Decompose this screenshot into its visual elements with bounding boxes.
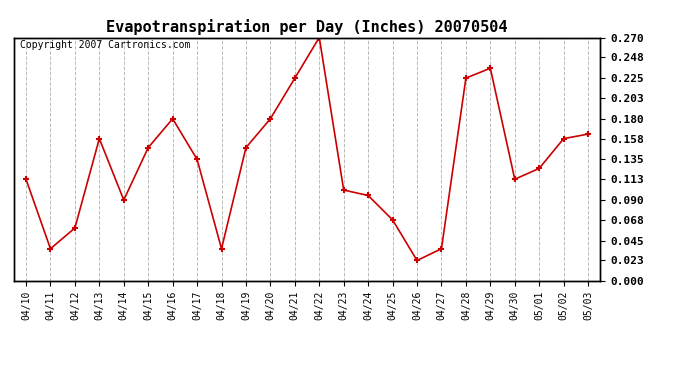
Text: Copyright 2007 Cartronics.com: Copyright 2007 Cartronics.com: [19, 40, 190, 50]
Title: Evapotranspiration per Day (Inches) 20070504: Evapotranspiration per Day (Inches) 2007…: [106, 19, 508, 35]
